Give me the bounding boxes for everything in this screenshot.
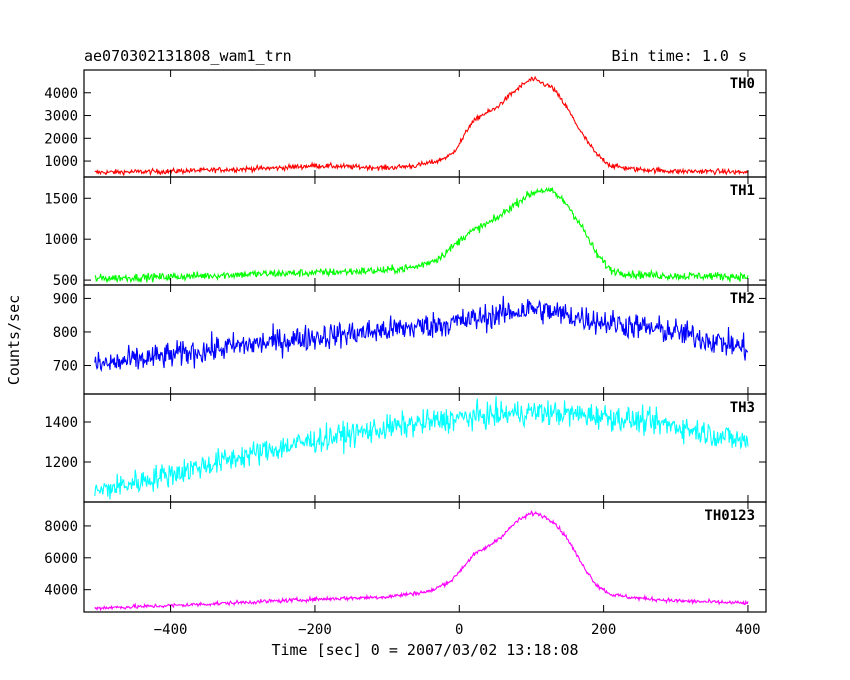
panel-th0: 1000 2000 3000 4000 TH0 xyxy=(44,69,767,178)
series-line-th2 xyxy=(94,295,749,373)
y-tick-label: 800 xyxy=(53,325,78,341)
y-tick-label: 1400 xyxy=(44,415,78,431)
panel-th2: 700 800 900 TH2 xyxy=(53,284,767,395)
y-tick-label: 6000 xyxy=(44,551,78,567)
panel-label-th1: TH1 xyxy=(730,183,755,199)
panel-stack: 1000 2000 3000 4000 TH0 500 1000 1500 TH1 700 800 9… xyxy=(44,69,767,613)
bin-time-label: Bin time: 1.0 s xyxy=(612,47,747,65)
x-tick-label: 200 xyxy=(591,622,616,638)
y-tick-label: 700 xyxy=(53,358,78,374)
panel-frame xyxy=(83,501,767,613)
x-tick-label: 400 xyxy=(735,622,760,638)
chart-title: ae070302131808_wam1_trn xyxy=(84,47,292,65)
y-tick-label: 3000 xyxy=(44,109,78,125)
panel-th0123: 4000 6000 8000 TH0123 xyxy=(44,501,767,613)
series-line-th1 xyxy=(94,186,749,284)
y-axis-label: Counts/sec xyxy=(5,295,23,385)
panel-label-th0: TH0 xyxy=(730,76,755,92)
y-tick-label: 2000 xyxy=(44,131,78,147)
y-tick-label: 8000 xyxy=(44,519,78,535)
panel-label-th2: TH2 xyxy=(730,291,755,307)
series-line-th0 xyxy=(94,75,749,177)
series-line-th0123 xyxy=(94,509,749,612)
panel-th3: 1200 1400 TH3 xyxy=(44,393,767,503)
y-tick-label: 4000 xyxy=(44,583,78,599)
x-axis: −400 −200 0 200 400 xyxy=(154,622,761,638)
y-tick-label: 500 xyxy=(53,273,78,289)
y-tick-label: 1000 xyxy=(44,232,78,248)
y-tick-label: 1200 xyxy=(44,455,78,471)
panel-frame xyxy=(83,69,767,178)
y-tick-label: 4000 xyxy=(44,86,78,102)
y-tick-label: 1000 xyxy=(44,154,78,170)
y-tick-label: 1500 xyxy=(44,191,78,207)
x-axis-label: Time [sec] 0 = 2007/03/02 13:18:08 xyxy=(271,641,578,659)
panel-label-th0123: TH0123 xyxy=(704,508,755,524)
x-tick-label: 0 xyxy=(455,622,463,638)
panel-label-th3: TH3 xyxy=(730,400,755,416)
panel-frame xyxy=(83,393,767,503)
y-tick-label: 900 xyxy=(53,291,78,307)
panel-frame xyxy=(83,176,767,286)
x-tick-label: −200 xyxy=(298,622,332,638)
series-line-th3 xyxy=(94,396,749,500)
x-tick-label: −400 xyxy=(154,622,188,638)
panel-th1: 500 1000 1500 TH1 xyxy=(44,176,767,289)
